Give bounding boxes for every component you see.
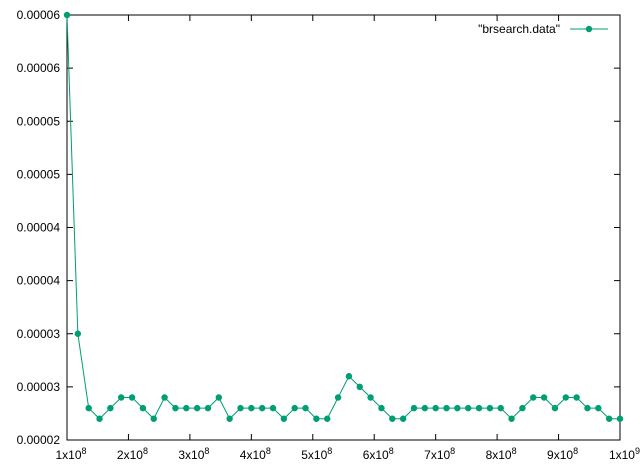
- y-tick-label: 0.00006: [17, 8, 61, 22]
- axis-ticks: 0.00002 0.00003 0.00003 0.00004 0.00004 0.000…: [17, 8, 640, 462]
- data-point: [161, 394, 168, 401]
- data-point: [302, 404, 309, 412]
- data-point: [85, 404, 92, 412]
- data-point: [605, 415, 613, 422]
- data-point: [410, 404, 418, 412]
- y-tick-label: 0.00003: [17, 327, 61, 341]
- data-point: [107, 404, 114, 412]
- data-point: [573, 394, 580, 401]
- data-point: [193, 404, 201, 412]
- legend-label: "brsearch.data": [478, 22, 560, 36]
- data-point: [334, 394, 342, 401]
- y-tick-label: 0.00005: [17, 114, 61, 128]
- y-tick-label: 0.00005: [17, 167, 61, 181]
- x-tick-label: 9x108: [547, 446, 578, 462]
- x-tick-label: 3x108: [178, 446, 209, 462]
- data-point: [443, 404, 450, 412]
- data-point: [345, 373, 353, 380]
- x-tick-label: 5x108: [301, 446, 332, 462]
- data-point: [356, 383, 363, 391]
- data-point: [172, 404, 179, 412]
- data-point: [486, 404, 494, 412]
- data-point: [258, 404, 266, 412]
- x-tick-label: 1x108: [55, 446, 86, 462]
- data-point: [562, 394, 569, 401]
- data-point: [540, 394, 548, 401]
- data-point: [584, 404, 591, 412]
- data-point: [269, 404, 277, 412]
- y-tick-label: 0.00003: [17, 380, 61, 394]
- data-point: [551, 404, 559, 412]
- legend-marker-sample: [585, 25, 593, 33]
- data-point: [378, 404, 385, 412]
- y-tick-label: 0.00004: [17, 221, 61, 235]
- data-point: [595, 404, 602, 412]
- data-point: [128, 394, 136, 401]
- data-point: [63, 11, 71, 19]
- x-tick-label: 2x108: [117, 446, 148, 462]
- data-point: [616, 415, 624, 422]
- legend: "brsearch.data": [478, 22, 608, 36]
- y-tick-label: 0.00004: [17, 274, 61, 288]
- data-point: [150, 415, 157, 422]
- x-tick-label: 6x108: [363, 446, 394, 462]
- data-point: [432, 404, 439, 412]
- data-point: [313, 415, 320, 422]
- data-point: [399, 415, 407, 422]
- x-tick-label: 4x108: [240, 446, 271, 462]
- data-point: [237, 404, 244, 412]
- data-point: [280, 415, 288, 422]
- plot-frame: [66, 14, 621, 441]
- data-point: [324, 415, 331, 422]
- data-point: [139, 404, 147, 412]
- data-point: [530, 394, 537, 401]
- x-tick-label: 8x108: [486, 446, 517, 462]
- data-point: [204, 404, 212, 412]
- data-point: [118, 394, 125, 401]
- series-layer: [63, 11, 624, 422]
- series-line: [66, 14, 620, 420]
- x-tick-label: 1x109: [609, 446, 640, 462]
- data-point: [367, 394, 374, 401]
- y-tick-label: 0.00002: [17, 433, 61, 447]
- data-point: [291, 404, 298, 412]
- x-tick-label: 7x108: [424, 446, 455, 462]
- data-point: [497, 404, 504, 412]
- data-point: [215, 394, 223, 401]
- y-tick-label: 0.00006: [17, 61, 61, 75]
- data-point: [421, 404, 429, 412]
- data-point: [74, 330, 82, 337]
- data-point: [389, 415, 396, 422]
- data-point: [464, 404, 472, 412]
- data-point: [454, 404, 461, 412]
- data-point: [519, 404, 526, 412]
- data-point: [508, 415, 515, 422]
- data-point: [226, 415, 233, 422]
- data-point: [183, 404, 190, 412]
- data-point: [475, 404, 483, 412]
- data-point: [96, 415, 103, 422]
- data-point: [248, 404, 255, 412]
